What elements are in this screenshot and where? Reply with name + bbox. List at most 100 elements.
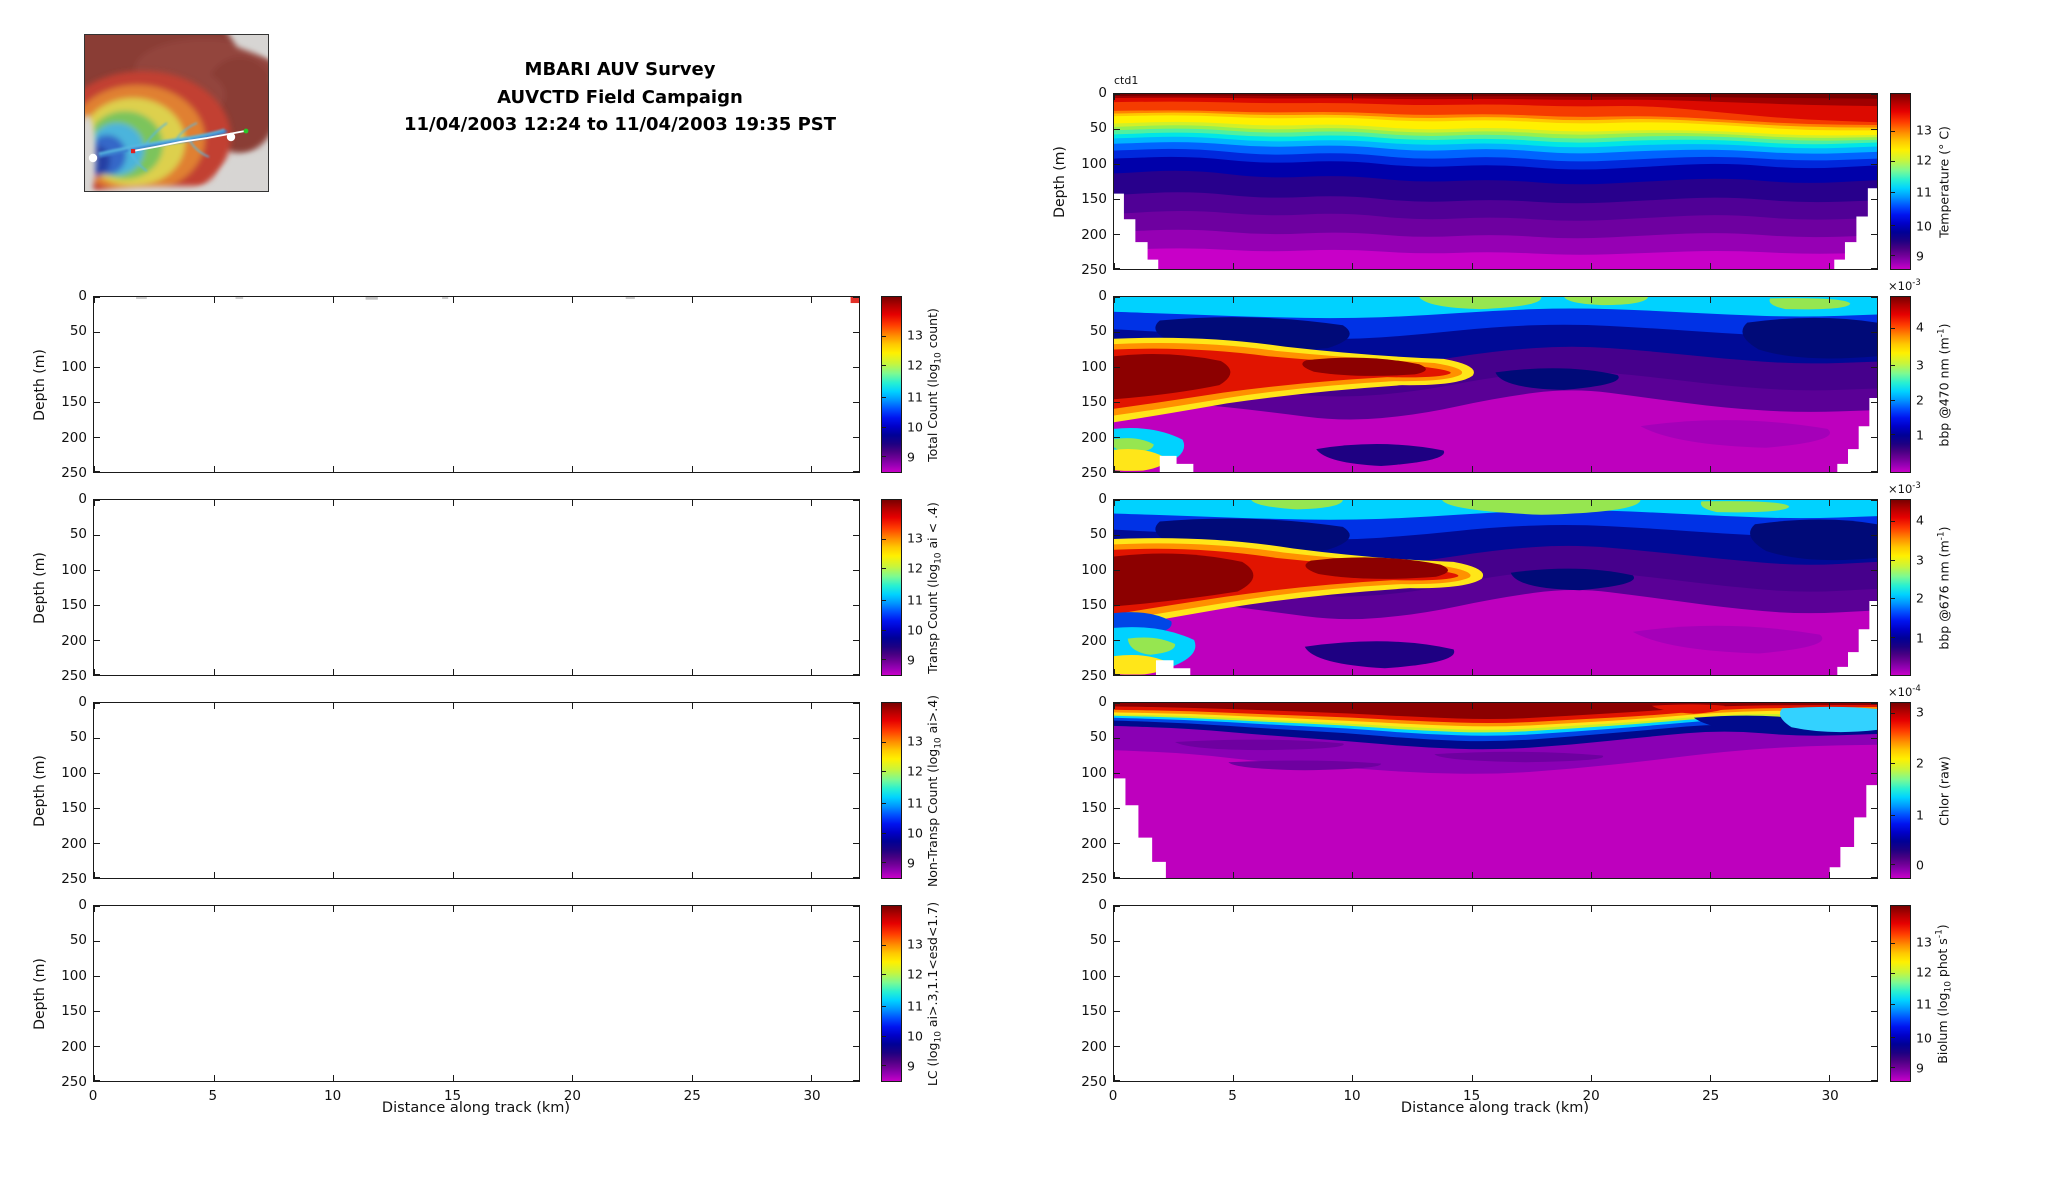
y-tick-mark	[1114, 674, 1120, 675]
colorbar-tick-mark	[882, 568, 886, 569]
colorbar-tick-label: 12	[907, 763, 923, 779]
x-tick-mark	[1233, 500, 1234, 506]
colorbar-tick-label: 13	[907, 530, 923, 546]
y-tick-mark	[1871, 640, 1877, 641]
title-line-1: MBARI AUV Survey	[524, 59, 716, 80]
y-tick-label: 250	[61, 871, 87, 887]
x-tick-mark	[1352, 906, 1353, 912]
y-tick-mark	[853, 570, 859, 571]
y-tick-mark	[853, 1011, 859, 1012]
y-tick-mark	[853, 367, 859, 368]
x-tick-mark	[692, 500, 693, 506]
y-tick-label: 150	[61, 597, 87, 614]
colorbar-tick-label: 9	[907, 449, 915, 465]
y-tick-mark	[1114, 976, 1120, 977]
y-tick-mark	[94, 367, 100, 368]
x-tick-mark	[1829, 1075, 1830, 1081]
colorbar-tick-mark	[1891, 763, 1895, 764]
x-tick-mark	[1114, 1075, 1115, 1081]
colorbar-tick-label: 4	[1916, 319, 1924, 335]
colorbar-tick-label: 13	[1916, 934, 1932, 950]
y-tick-mark	[1114, 402, 1120, 403]
x-tick-mark	[214, 669, 215, 675]
x-tick-mark	[214, 1075, 215, 1081]
x-tick-mark	[1233, 94, 1234, 100]
x-tick-mark	[333, 669, 334, 675]
y-tick-label: 200	[1081, 226, 1107, 243]
x-tick-mark	[1233, 466, 1234, 472]
colorbar-tick-mark	[882, 803, 886, 804]
x-tick-mark	[1472, 263, 1473, 269]
colorbar-tick-mark	[1891, 637, 1895, 638]
x-tick-mark	[1591, 1075, 1592, 1081]
y-tick-mark	[1114, 234, 1120, 235]
y-tick-label: 100	[61, 561, 87, 578]
x-tick-label: 15	[1463, 1088, 1481, 1104]
colorbar-exponent: ×10-4	[1888, 684, 1921, 699]
colorbar-tick-mark	[1891, 864, 1895, 865]
y-tick-mark	[1871, 703, 1877, 704]
x-tick-mark	[1591, 872, 1592, 878]
colorbar-tick-label: 2	[1916, 755, 1924, 771]
y-tick-mark	[853, 605, 859, 606]
y-tick-mark	[1871, 877, 1877, 878]
colorbar-tick-mark	[882, 336, 886, 337]
x-tick-mark	[1472, 297, 1473, 303]
y-tick-label: 0	[1098, 694, 1107, 710]
x-tick-mark	[1114, 94, 1115, 100]
x-tick-mark	[94, 872, 95, 878]
y-tick-mark	[1114, 877, 1120, 878]
colorbar-tick-mark	[882, 659, 886, 660]
colorbar-tick-mark	[1891, 225, 1895, 226]
y-tick-label: 0	[1098, 897, 1107, 913]
colorbar-tick-label: 10	[1916, 218, 1932, 234]
y-tick-mark	[94, 437, 100, 438]
y-tick-label: 0	[1098, 491, 1107, 507]
colorbar-tick-mark	[882, 742, 886, 743]
x-tick-mark	[1233, 669, 1234, 675]
colorbar-tick-label: 11	[1916, 184, 1932, 200]
y-tick-mark	[94, 297, 100, 298]
y-tick-mark	[853, 1080, 859, 1081]
y-tick-mark	[1114, 94, 1120, 95]
section-image-bbp676	[1114, 500, 1877, 675]
colorbar-tick-mark	[882, 539, 886, 540]
y-tick-mark	[1871, 773, 1877, 774]
x-tick-mark	[214, 500, 215, 506]
y-tick-mark	[1871, 402, 1877, 403]
x-tick-mark	[1829, 263, 1830, 269]
y-tick-label: 100	[61, 967, 87, 984]
y-tick-mark	[1114, 297, 1120, 298]
x-tick-label: 5	[208, 1088, 218, 1104]
colorbar-tick-label: 10	[907, 419, 923, 435]
y-tick-mark	[94, 605, 100, 606]
y-tick-label: 250	[61, 1074, 87, 1090]
y-tick-mark	[94, 402, 100, 403]
colorbar-tick-label: 9	[907, 652, 915, 668]
colorbar-tick-label: 12	[1916, 964, 1932, 980]
y-tick-mark	[94, 570, 100, 571]
x-tick-mark	[333, 1075, 334, 1081]
y-tick-mark	[853, 402, 859, 403]
y-tick-label: 100	[61, 764, 87, 781]
y-tick-label: 0	[78, 897, 87, 913]
colorbar-tick-label: 9	[1916, 1060, 1924, 1076]
x-tick-mark	[1829, 466, 1830, 472]
x-tick-label: 15	[443, 1088, 462, 1104]
x-tick-mark	[453, 500, 454, 506]
colorbar-biolum	[1890, 905, 1911, 1082]
x-tick-mark	[1591, 297, 1592, 303]
y-tick-mark	[1871, 1080, 1877, 1081]
colorbar-tick-label: 10	[907, 825, 923, 841]
x-tick-mark	[1710, 906, 1711, 912]
y-tick-mark	[1871, 471, 1877, 472]
y-tick-mark	[1871, 297, 1877, 298]
y-tick-mark	[94, 1080, 100, 1081]
colorbar-tick-mark	[882, 397, 886, 398]
x-tick-mark	[333, 703, 334, 709]
colorbar-tick-mark	[1891, 815, 1895, 816]
x-tick-mark	[811, 1075, 812, 1081]
colorbar-tick-label: 12	[907, 357, 923, 373]
colorbar-tick-label: 11	[907, 998, 923, 1014]
colorbar-tick-label: 10	[907, 622, 923, 638]
